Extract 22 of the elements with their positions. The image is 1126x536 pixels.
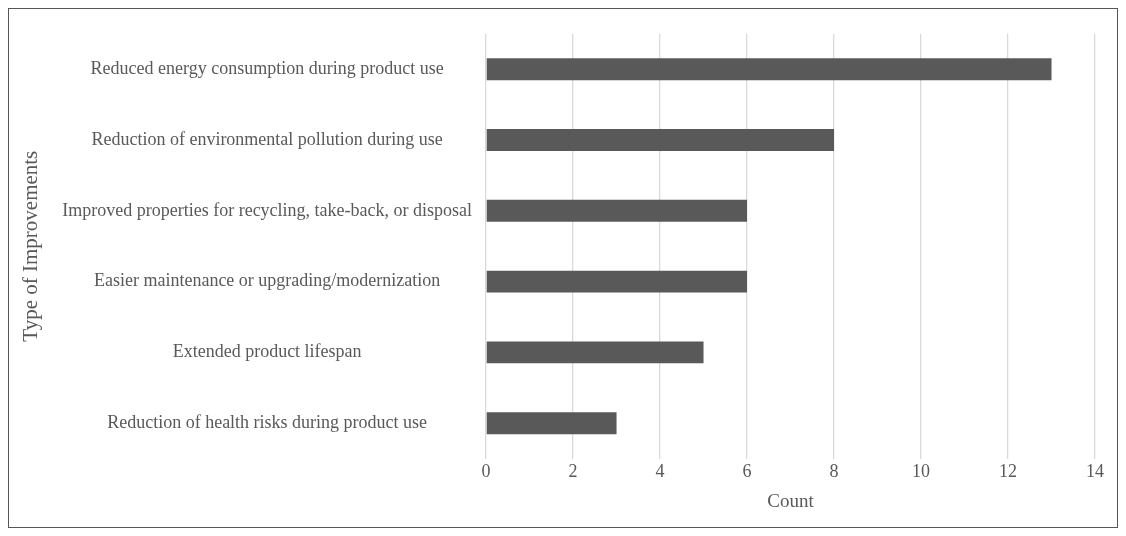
y-tick-label: Reduction of health risks during product use (107, 411, 428, 432)
x-tick-label: 12 (999, 461, 1018, 482)
x-tick-label: 14 (1086, 461, 1104, 482)
x-tick-label: 0 (481, 461, 491, 482)
bar (486, 412, 617, 435)
x-tick-label: 8 (829, 461, 839, 482)
y-tick-label: Easier maintenance or upgrading/modernization (93, 270, 441, 291)
bar (486, 270, 748, 293)
y-tick-label: Reduced energy consumption during product use (90, 57, 444, 78)
bar (486, 58, 1052, 81)
y-axis-title: Type of Improvements (18, 150, 43, 342)
y-tick-label: Improved properties for recycling, take-back, or disposal (62, 199, 473, 220)
bar (486, 199, 748, 222)
x-tick-label: 6 (742, 461, 752, 482)
x-tick-label: 10 (912, 461, 931, 482)
y-tick-label: Reduction of environmental pollution during use (91, 128, 443, 149)
x-tick-label: 4 (655, 461, 665, 482)
x-tick-label: 2 (568, 461, 578, 482)
bar (486, 129, 835, 151)
x-axis-title: Count (767, 489, 815, 511)
bar (486, 341, 704, 364)
y-tick-label: Extended product lifespan (172, 341, 362, 362)
